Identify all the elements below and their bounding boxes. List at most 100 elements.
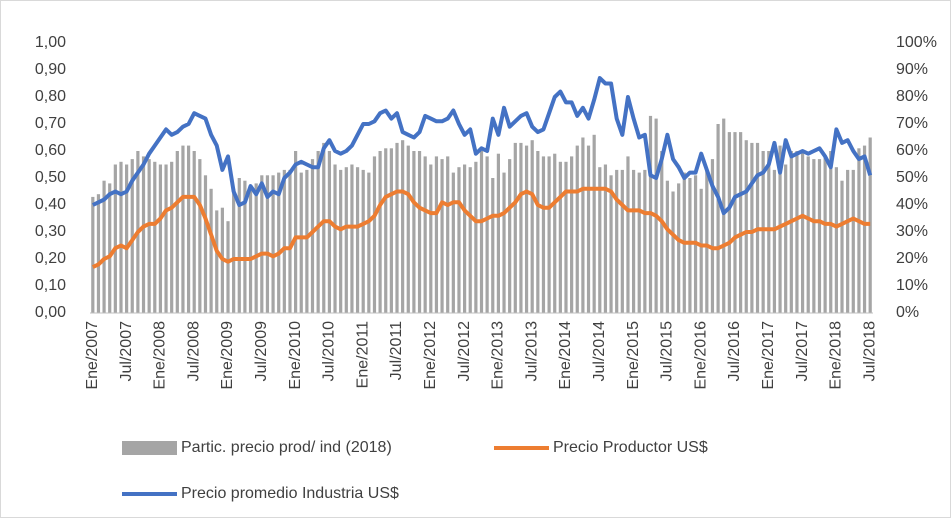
bar [260, 175, 264, 313]
bar [524, 145, 529, 313]
bar [147, 159, 151, 313]
bar [722, 118, 726, 313]
bar [282, 169, 286, 313]
legend-label: Precio Productor US$ [553, 439, 708, 456]
bar [541, 156, 546, 313]
bar [119, 161, 123, 313]
bar [192, 151, 196, 313]
bar [288, 169, 292, 313]
bar [547, 156, 551, 313]
bar [626, 156, 630, 313]
x-tick-label: Jul/2008 [185, 321, 202, 382]
bar [91, 196, 95, 313]
y2-tick-label: 0% [896, 304, 919, 321]
bar [372, 156, 377, 313]
bar [446, 156, 450, 313]
bar [463, 164, 467, 313]
y2-tick-label: 10% [896, 277, 928, 294]
bar [620, 169, 624, 313]
y-tick-label: 0,40 [35, 196, 66, 213]
bar [857, 148, 861, 313]
bar [479, 151, 484, 313]
bar [806, 156, 810, 313]
y2-tick-label: 60% [896, 142, 928, 159]
y2-tick-label: 40% [896, 196, 928, 213]
bar [508, 159, 512, 313]
line [91, 186, 871, 269]
bar [457, 167, 461, 313]
x-tick-label: Jul/2017 [794, 321, 811, 382]
x-tick-label: Ene/2014 [557, 321, 574, 390]
bar [113, 164, 117, 313]
bar [198, 159, 202, 313]
bar [846, 169, 850, 313]
bar [761, 151, 765, 313]
bar [215, 210, 219, 313]
bar [96, 194, 101, 313]
x-tick-label: Jul/2018 [861, 321, 878, 382]
bar [592, 134, 596, 313]
bar [586, 145, 591, 313]
bar [485, 156, 489, 313]
bar [327, 151, 332, 313]
bar [158, 164, 163, 313]
bar [401, 140, 405, 313]
bar [237, 178, 241, 313]
bar [615, 169, 619, 313]
x-tick-label: Jul/2013 [523, 321, 540, 382]
bar [778, 145, 782, 313]
bar [451, 172, 455, 313]
y-tick-label: 0,70 [35, 115, 66, 132]
bar [175, 151, 179, 313]
y2-tick-label: 100% [896, 34, 937, 51]
bar [474, 161, 478, 313]
x-tick-label: Ene/2010 [287, 321, 304, 390]
bar [322, 142, 326, 313]
bar [243, 180, 247, 313]
bar [496, 153, 500, 313]
bar [265, 175, 270, 313]
bar [310, 159, 315, 313]
y2-tick-label: 70% [896, 115, 928, 132]
x-tick-label: Jul/2009 [253, 321, 270, 382]
bar [795, 151, 799, 313]
bar [767, 151, 771, 313]
bar [705, 169, 709, 313]
bar [834, 167, 838, 313]
bar [108, 183, 112, 313]
bar [553, 153, 557, 313]
bar [378, 151, 382, 313]
bar [800, 151, 805, 313]
bar [558, 161, 562, 313]
bar [254, 183, 258, 313]
bar [851, 169, 855, 313]
bar [389, 148, 393, 313]
bar [665, 180, 669, 313]
bar [355, 167, 360, 313]
bar [671, 191, 675, 313]
bar [271, 175, 275, 313]
bar [164, 164, 168, 313]
bar [660, 151, 664, 313]
x-tick-label: Jul/2015 [659, 321, 676, 382]
x-tick-label: Jul/2007 [118, 321, 135, 382]
bar [339, 169, 343, 313]
y2-tick-label: 20% [896, 250, 928, 267]
bar [125, 164, 129, 313]
bar [102, 180, 106, 313]
bar [581, 137, 585, 313]
bar [868, 137, 872, 313]
bar [575, 145, 579, 313]
x-tick-label: Jul/2011 [388, 321, 405, 380]
x-tick-label: Ene/2008 [152, 321, 169, 390]
bar [637, 172, 641, 313]
bar [609, 175, 613, 313]
y2-tick-label: 80% [896, 88, 928, 105]
bar [823, 156, 827, 313]
y-tick-label: 0,30 [35, 223, 66, 240]
bar [491, 178, 495, 313]
bar [598, 167, 602, 313]
bar [750, 142, 754, 313]
bar [631, 169, 636, 313]
